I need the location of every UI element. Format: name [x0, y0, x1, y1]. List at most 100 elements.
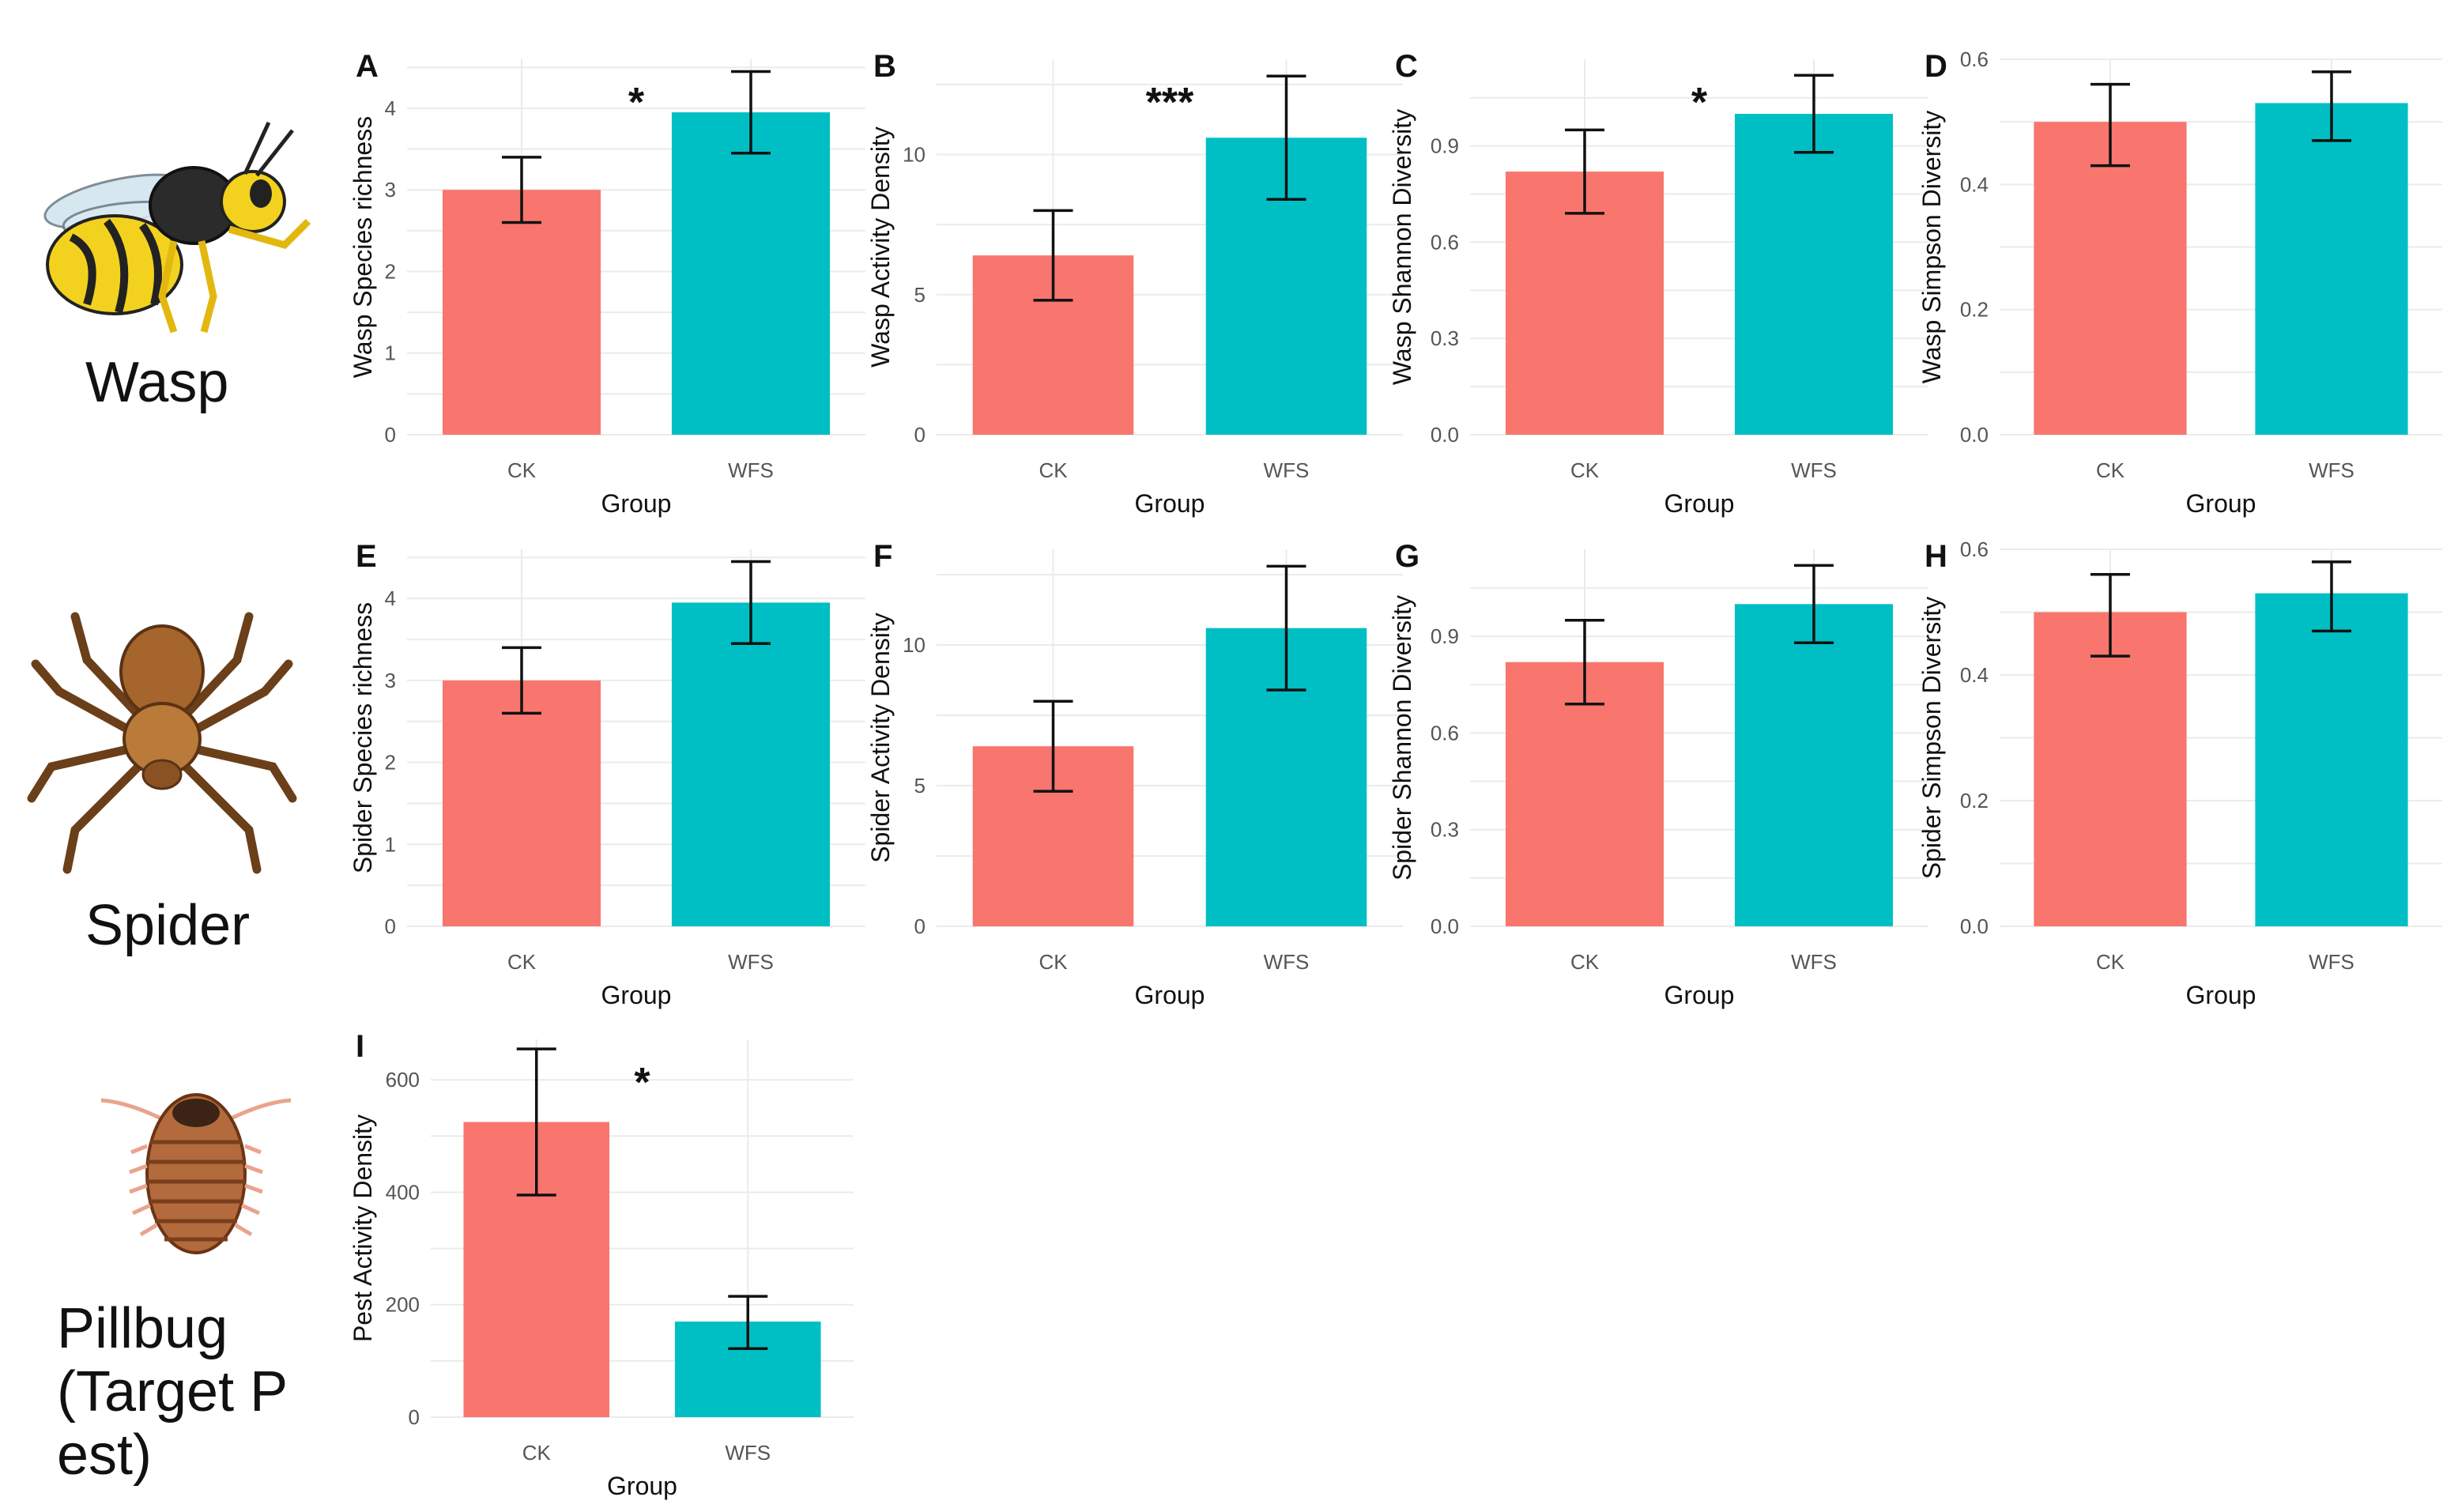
spider-icon [27, 612, 297, 874]
y-tick-label: 0.6 [1960, 47, 1989, 71]
pillbug-icon [100, 1093, 292, 1254]
y-tick-label: 3 [385, 669, 396, 692]
x-tick-label: CK [2096, 950, 2125, 974]
panel-letter: F [873, 539, 892, 574]
error-bar-wfs [731, 70, 771, 155]
y-tick-label: 0.4 [1960, 172, 1989, 196]
y-tick-label: 0.6 [1431, 230, 1459, 254]
error-bar-wfs [2312, 70, 2351, 142]
x-axis-label: Group [1664, 489, 1735, 518]
chart-panels: 0 1 2 3 4 CK WFS Group Wasp Species richness A * 0 5… [349, 47, 2442, 1500]
error-bar-wfs [728, 1295, 768, 1350]
y-tick-label: 0.6 [1960, 537, 1989, 561]
panel-letter: E [356, 539, 377, 574]
x-axis-label: Group [2186, 981, 2256, 1009]
taxon-label-pillbug-line-1: Pillbug [57, 1297, 228, 1360]
y-tick-label: 0.2 [1960, 789, 1989, 813]
y-tick-label: 3 [385, 178, 396, 202]
significance-marker: * [634, 1060, 650, 1106]
y-tick-label: 0.0 [1431, 423, 1459, 447]
x-tick-label: CK [507, 950, 537, 974]
panel-c: 0.0 0.3 0.6 0.9 CK WFS Group Wasp Shannon Diver… [1388, 49, 1928, 518]
error-bar-ck [502, 646, 541, 715]
y-tick-label: 0.0 [1960, 914, 1989, 938]
y-tick-label: 0.9 [1431, 624, 1459, 648]
y-tick-label: 0 [914, 423, 926, 447]
x-tick-label: WFS [1791, 458, 1837, 482]
panel-i: 0 200 400 600 CK WFS Group Pest Activity Densit… [349, 1029, 854, 1500]
bar-wfs [2255, 103, 2408, 435]
x-tick-label: CK [1039, 458, 1068, 482]
y-tick-label: 10 [903, 143, 926, 167]
x-tick-label: CK [507, 458, 537, 482]
y-tick-label: 0.0 [1960, 423, 1989, 447]
y-tick-label: 400 [386, 1180, 420, 1204]
error-bar-wfs [1266, 74, 1306, 201]
bar-wfs [671, 112, 831, 435]
panel-letter: I [356, 1029, 364, 1064]
error-bar-ck [502, 156, 541, 224]
error-bar-ck [1565, 128, 1604, 215]
y-tick-label: 5 [914, 283, 926, 307]
error-bar-wfs [2312, 560, 2351, 633]
bar-ck [442, 680, 601, 926]
x-tick-label: WFS [728, 458, 774, 482]
taxon-label-pillbug-line-2: (Target P [57, 1360, 287, 1423]
y-tick-label: 2 [385, 259, 396, 283]
panel-letter: D [1925, 49, 1947, 84]
y-tick-label: 0.2 [1960, 298, 1989, 322]
y-axis-label: Wasp Species richness [349, 116, 377, 378]
x-axis-label: Group [2186, 489, 2256, 518]
error-bar-wfs [1794, 74, 1834, 154]
x-tick-label: WFS [2309, 950, 2354, 974]
panel-letter: C [1395, 49, 1418, 84]
y-axis-label: Pest Activity Density [349, 1114, 377, 1342]
panel-letter: A [356, 49, 379, 84]
x-tick-label: CK [1039, 950, 1068, 974]
x-tick-label: WFS [728, 950, 774, 974]
y-tick-label: 0 [409, 1405, 420, 1429]
x-tick-label: WFS [1264, 950, 1310, 974]
bar-ck [2034, 122, 2187, 435]
error-bar-ck [1033, 209, 1073, 302]
panel-g: 0.0 0.3 0.6 0.9 CK WFS Group Spider Shannon Div… [1388, 539, 1928, 1009]
taxon-label-spider: Spider [85, 894, 250, 957]
x-axis-label: Group [1135, 489, 1205, 518]
error-bar-ck [2090, 573, 2130, 658]
panel-e: 0 1 2 3 4 CK WFS Group Spider Species richness E [349, 539, 865, 1009]
y-axis-label: Spider Shannon Diversity [1388, 595, 1416, 880]
y-tick-label: 4 [385, 586, 396, 610]
x-axis-label: Group [601, 489, 672, 518]
bar-ck [2034, 612, 2187, 926]
y-tick-label: 600 [386, 1068, 420, 1092]
panel-letter: G [1395, 539, 1419, 574]
bar-wfs [2255, 593, 2408, 926]
error-bar-ck [1033, 699, 1073, 793]
y-tick-label: 1 [385, 341, 396, 365]
x-axis-label: Group [1135, 981, 1205, 1009]
bar-wfs [1734, 114, 1894, 435]
panel-d: 0.0 0.2 0.4 0.6 CK WFS Group Wasp Simpson Diver… [1917, 47, 2442, 518]
bar-ck [1505, 172, 1664, 436]
error-bar-wfs [731, 560, 771, 645]
bar-wfs [671, 602, 831, 926]
panel-b: 0 5 10 CK WFS Group Wasp Activity Density B *** [866, 49, 1403, 518]
x-tick-label: WFS [1264, 458, 1310, 482]
y-tick-label: 0.6 [1431, 721, 1459, 745]
y-axis-label: Spider Species richness [349, 602, 377, 873]
y-tick-label: 0 [385, 914, 396, 938]
wasp-icon [43, 121, 311, 334]
y-axis-label: Wasp Shannon Diversity [1388, 109, 1416, 385]
error-bar-wfs [1266, 564, 1306, 692]
taxon-label-pillbug-line-3: est) [57, 1423, 152, 1487]
x-axis-label: Group [1664, 981, 1735, 1009]
x-tick-label: CK [1570, 458, 1600, 482]
y-tick-label: 10 [903, 633, 926, 657]
bar-wfs [1734, 604, 1894, 926]
bar-ck [1505, 662, 1664, 926]
x-tick-label: CK [1570, 950, 1600, 974]
y-axis-label: Spider Simpson Diversity [1917, 597, 1946, 879]
panel-letter: H [1925, 539, 1947, 574]
taxon-label-pillbug: Pillbug (Target P est) [57, 1297, 303, 1487]
panel-h: 0.0 0.2 0.4 0.6 CK WFS Group Spider Simpson Div… [1917, 537, 2442, 1009]
